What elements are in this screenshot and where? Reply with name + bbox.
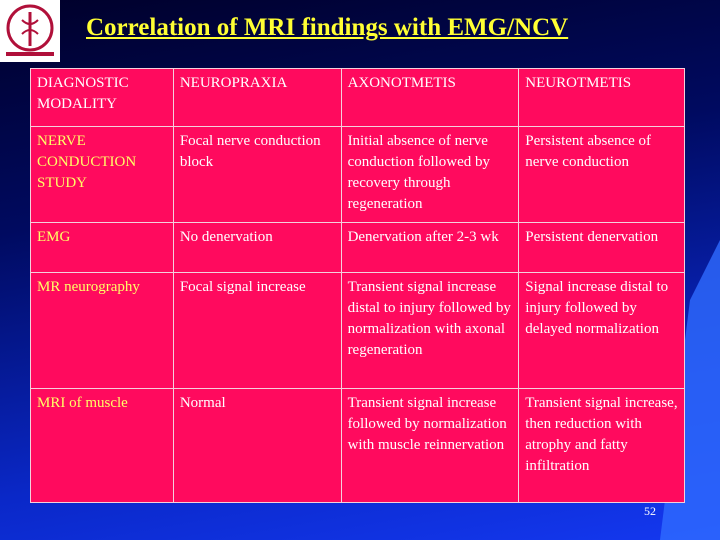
page-number: 52 xyxy=(644,504,656,518)
table-cell: Normal xyxy=(172,388,342,503)
table-cell: EMG xyxy=(30,222,174,273)
table-cell: Denervation after 2-3 wk xyxy=(340,222,520,273)
table-cell: Focal signal increase xyxy=(172,272,342,389)
header-cell: AXONOTMETIS xyxy=(340,68,520,127)
table-row: MRI of muscle Normal Transient signal incr… xyxy=(30,388,685,503)
logo xyxy=(0,0,60,62)
comparison-table: DIAGNOSTIC MODALITY NEUROPRAXIA AXONOTMETI… xyxy=(30,68,685,503)
table-row: NERVE CONDUCTION STUDY Focal nerve conduc… xyxy=(30,126,685,223)
table-cell: Persistent denervation xyxy=(518,222,685,273)
table-cell: Transient signal increase, then reductio… xyxy=(518,388,685,503)
table-cell: MR neurography xyxy=(30,272,174,389)
table-row: MR neurography Focal signal increase Trans… xyxy=(30,272,685,389)
table-cell: Persistent absence of nerve conduction xyxy=(518,126,685,223)
header-cell: NEUROPRAXIA xyxy=(172,68,342,127)
header-row: DIAGNOSTIC MODALITY NEUROPRAXIA AXONOTMETI… xyxy=(30,68,685,127)
table-cell: Transient signal increase distal to inju… xyxy=(340,272,520,389)
logo-icon xyxy=(6,4,54,56)
table-cell: Transient signal increase followed by no… xyxy=(340,388,520,503)
table-cell: Initial absence of nerve conduction foll… xyxy=(340,126,520,223)
header-cell: DIAGNOSTIC MODALITY xyxy=(30,68,174,127)
table-cell: MRI of muscle xyxy=(30,388,174,503)
table-row: EMG No denervation Denervation after 2-3 w… xyxy=(30,222,685,273)
slide-title: Correlation of MRI findings with EMG/NCV xyxy=(86,14,569,41)
table-cell: Signal increase distal to injury followe… xyxy=(518,272,685,389)
header-cell: NEUROTMETIS xyxy=(518,68,685,127)
table-cell: Focal nerve conduction block xyxy=(172,126,342,223)
table-cell: NERVE CONDUCTION STUDY xyxy=(30,126,174,223)
table-cell: No denervation xyxy=(172,222,342,273)
